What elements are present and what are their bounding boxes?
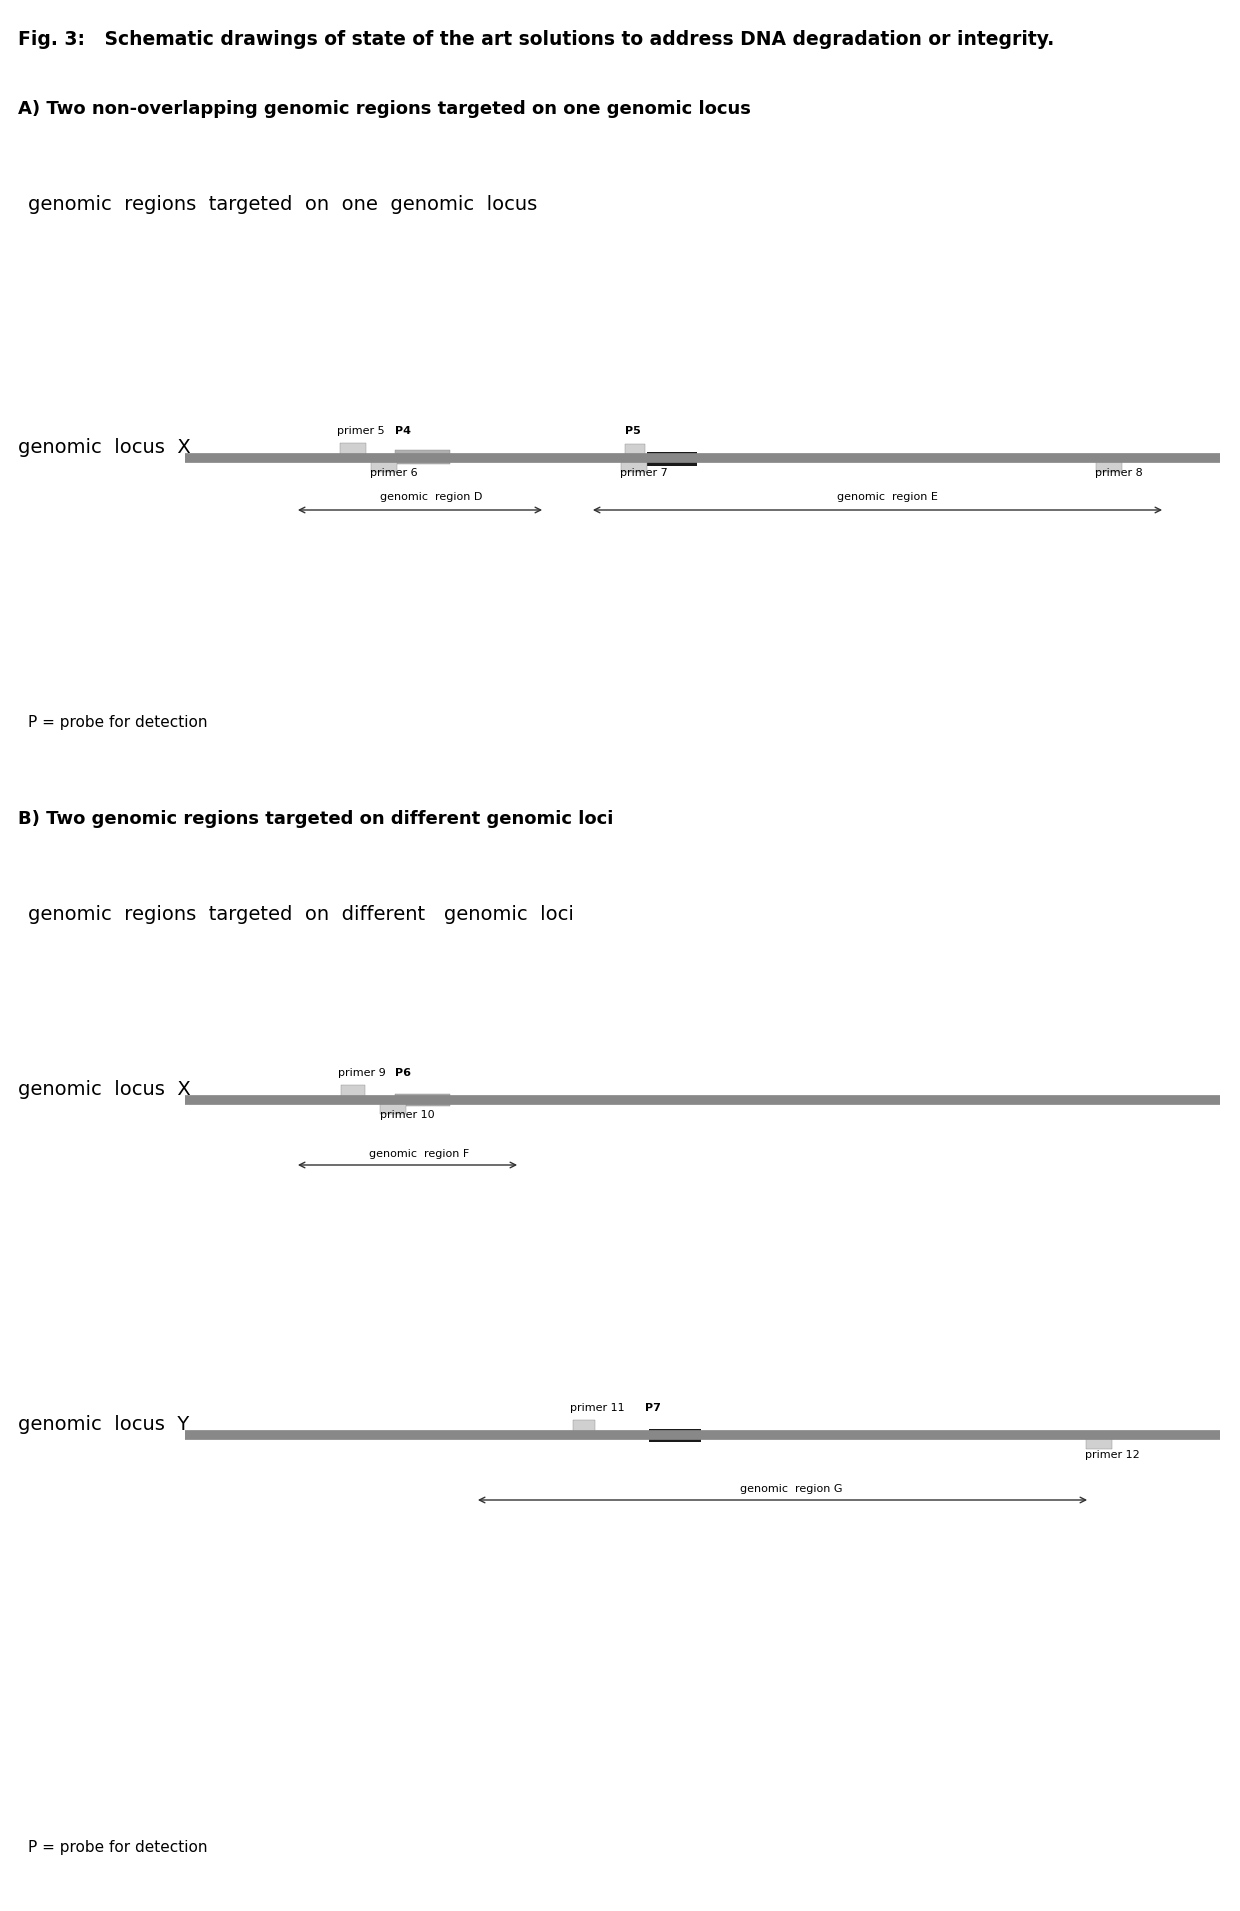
Text: P4: P4 xyxy=(396,426,410,436)
Text: genomic  region E: genomic region E xyxy=(837,491,937,503)
Text: genomic  locus  Y: genomic locus Y xyxy=(19,1414,190,1433)
Text: B) Two genomic regions targeted on different genomic loci: B) Two genomic regions targeted on diffe… xyxy=(19,810,614,827)
Text: genomic  region D: genomic region D xyxy=(379,491,482,503)
Bar xyxy=(396,449,450,464)
Text: genomic  regions  targeted  on  one  genomic  locus: genomic regions targeted on one genomic … xyxy=(29,195,537,214)
Text: primer 12: primer 12 xyxy=(1085,1450,1140,1460)
Bar xyxy=(341,1085,365,1099)
Text: primer 6: primer 6 xyxy=(370,468,418,478)
Bar xyxy=(1096,461,1122,472)
Bar xyxy=(1086,1437,1112,1449)
Bar xyxy=(573,1420,595,1433)
Text: genomic  locus  X: genomic locus X xyxy=(19,438,191,457)
Text: primer 8: primer 8 xyxy=(1095,468,1143,478)
Text: genomic  region G: genomic region G xyxy=(740,1485,842,1494)
Text: primer 9: primer 9 xyxy=(339,1068,386,1078)
Text: primer 11: primer 11 xyxy=(570,1403,625,1412)
Text: A) Two non-overlapping genomic regions targeted on one genomic locus: A) Two non-overlapping genomic regions t… xyxy=(19,99,751,118)
Text: P6: P6 xyxy=(396,1068,410,1078)
Bar xyxy=(340,443,366,457)
Bar xyxy=(621,461,647,472)
Bar xyxy=(647,453,697,466)
Text: primer 7: primer 7 xyxy=(620,468,668,478)
Bar xyxy=(371,461,397,472)
Text: primer 10: primer 10 xyxy=(379,1110,435,1120)
Bar xyxy=(649,1429,701,1443)
Bar xyxy=(625,443,645,457)
Text: P5: P5 xyxy=(625,426,641,436)
Text: genomic  regions  targeted  on  different   genomic  loci: genomic regions targeted on different ge… xyxy=(29,906,574,925)
Bar xyxy=(379,1103,405,1114)
Text: P = probe for detection: P = probe for detection xyxy=(29,1840,207,1856)
Text: Fig. 3:   Schematic drawings of state of the art solutions to address DNA degrad: Fig. 3: Schematic drawings of state of t… xyxy=(19,31,1054,50)
Bar xyxy=(396,1093,450,1106)
Text: P7: P7 xyxy=(645,1403,661,1412)
Text: genomic  region F: genomic region F xyxy=(370,1149,469,1158)
Text: primer 5: primer 5 xyxy=(337,426,384,436)
Text: genomic  locus  X: genomic locus X xyxy=(19,1080,191,1099)
Text: P = probe for detection: P = probe for detection xyxy=(29,715,207,730)
